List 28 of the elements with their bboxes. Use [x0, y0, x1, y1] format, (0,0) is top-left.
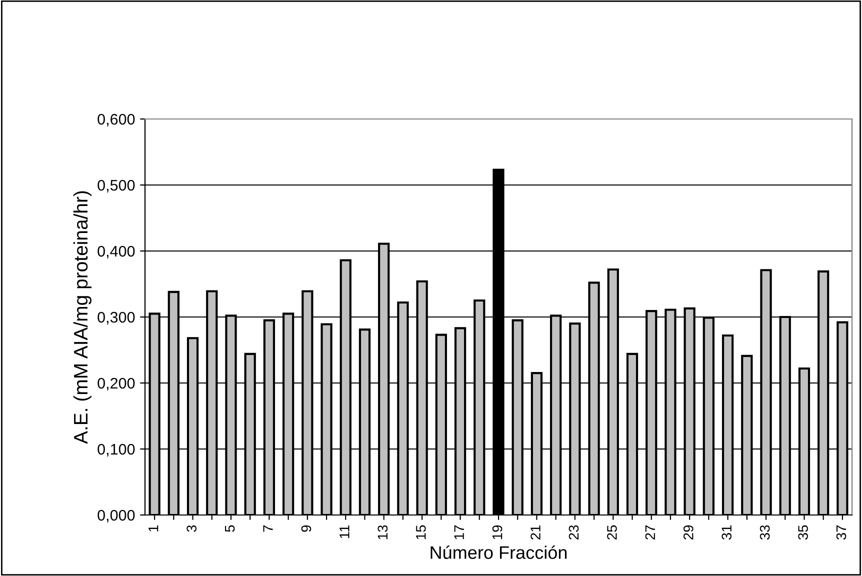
x-tick-label: 1	[148, 525, 158, 532]
y-axis-title: A.E. (mM AIA/mg proteina/hr)	[73, 191, 92, 444]
x-tick-label: 13	[378, 525, 388, 540]
y-tick-label: 0,600	[98, 114, 135, 126]
x-tick-label: 25	[607, 525, 617, 540]
y-tick-label: 0,500	[98, 180, 135, 192]
x-tick-label: 5	[225, 525, 235, 532]
x-tick-label: 7	[263, 525, 273, 532]
x-tick-label: 35	[798, 525, 808, 540]
y-tick-label: 0,100	[98, 444, 135, 456]
x-tick-label: 31	[722, 525, 732, 540]
x-tick-label: 15	[416, 525, 426, 540]
y-tick-label: 0,000	[98, 510, 135, 522]
x-tick-label: 19	[492, 525, 502, 540]
x-tick-label: 33	[760, 525, 770, 540]
x-tick-label: 29	[683, 525, 694, 540]
x-axis-title: Número Fracción	[430, 546, 567, 559]
x-tick-label: 11	[340, 525, 350, 538]
x-tick-label: 27	[645, 525, 655, 540]
x-tick-label: 21	[530, 525, 540, 540]
x-tick-label: 17	[454, 525, 464, 540]
x-tick-label: 3	[186, 525, 196, 532]
y-tick-label: 0,400	[98, 246, 135, 258]
x-tick-label: 23	[568, 525, 579, 540]
y-tick-label: 0,300	[98, 312, 135, 324]
y-tick-label: 0,200	[98, 378, 135, 390]
x-tick-label: 37	[836, 525, 846, 540]
x-tick-label: 9	[301, 525, 312, 532]
